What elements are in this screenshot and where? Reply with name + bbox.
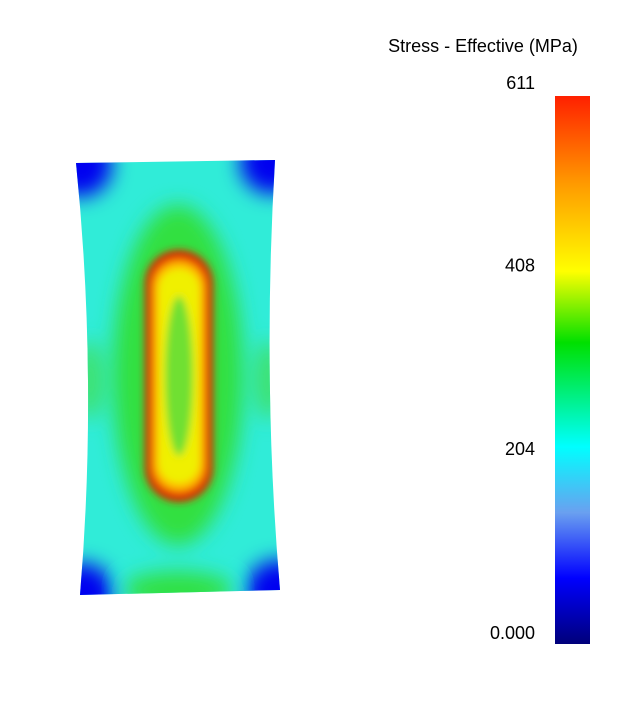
colorbar-ticks: 0.000 204 408 611 — [490, 73, 535, 643]
tick-label: 0.000 — [490, 623, 535, 643]
specimen — [76, 160, 280, 595]
colorbar-title: Stress - Effective (MPa) — [388, 36, 578, 56]
colorbar — [555, 96, 590, 644]
tick-label: 611 — [506, 73, 535, 93]
tick-label: 408 — [505, 255, 535, 275]
tick-label: 204 — [505, 439, 535, 459]
